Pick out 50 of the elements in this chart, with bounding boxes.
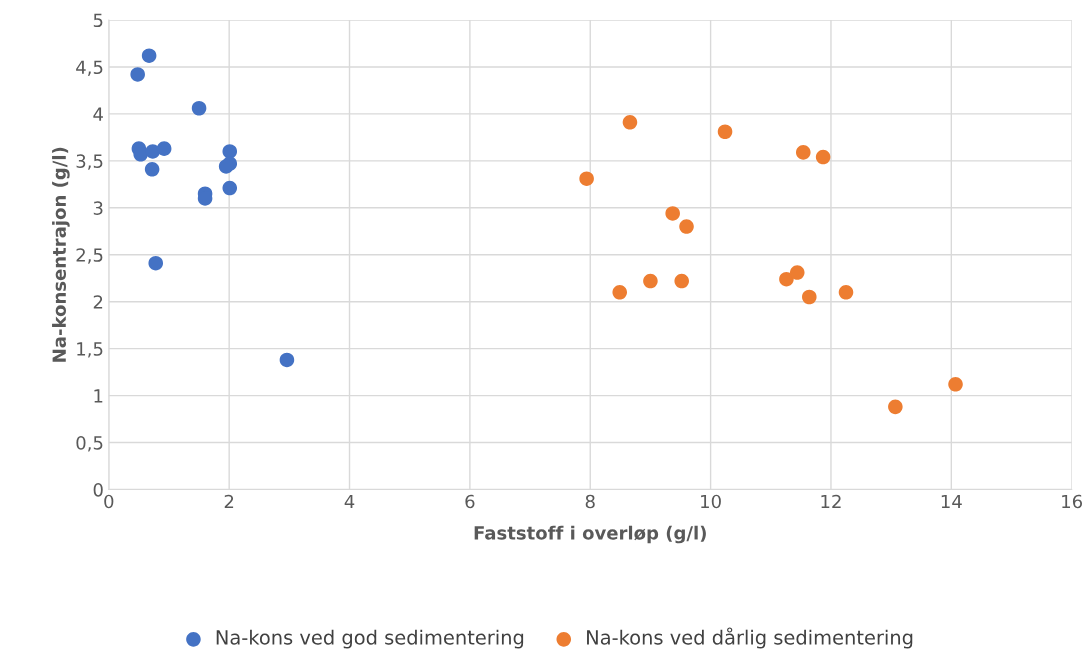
x-tick-label: 8 xyxy=(585,494,595,509)
y-tick-label: 3 xyxy=(93,201,103,215)
y-tick-label: 2,5 xyxy=(76,248,103,264)
y-tick-label: 0 xyxy=(93,482,103,497)
y-tick-label: 1 xyxy=(94,389,103,403)
point xyxy=(156,141,172,156)
point xyxy=(218,159,234,174)
point xyxy=(888,399,903,415)
x-tick-label: 2 xyxy=(224,494,234,509)
y-tick-label: 2 xyxy=(93,295,103,309)
y-tick-label: 4,5 xyxy=(76,60,103,76)
point xyxy=(643,273,658,289)
point xyxy=(222,180,238,196)
point xyxy=(141,48,157,63)
y-tick-label: 3,5 xyxy=(76,154,103,170)
point xyxy=(789,265,805,280)
x-tick-label: 10 xyxy=(701,494,721,509)
legend-label: Na-kons ved dårlig sedimentering xyxy=(587,627,913,649)
point xyxy=(612,285,628,300)
y-tick-label: 4 xyxy=(93,107,103,121)
point xyxy=(679,219,694,234)
point xyxy=(130,67,145,82)
point xyxy=(674,273,689,289)
y-tick-label: 0,5 xyxy=(76,436,103,452)
y-axis-title: Na-konsentrajon (g/l) xyxy=(52,147,70,362)
point xyxy=(665,206,680,221)
point xyxy=(779,271,794,287)
x-tick-label: 16 xyxy=(1062,494,1083,509)
legend-label: Na-kons ved god sedimentering xyxy=(216,629,524,649)
x-tick-label: 6 xyxy=(465,494,475,509)
point xyxy=(191,100,207,116)
point xyxy=(795,145,811,160)
x-axis-title: Faststoff i overløp (g/l) xyxy=(474,525,706,544)
y-tick-label: 1,5 xyxy=(77,342,103,358)
point xyxy=(579,171,594,186)
point xyxy=(144,162,160,177)
point xyxy=(222,144,238,159)
point xyxy=(622,115,638,130)
x-tick-label: 4 xyxy=(344,494,355,509)
point xyxy=(838,285,854,300)
point xyxy=(802,289,817,305)
point xyxy=(815,149,831,165)
point xyxy=(148,255,164,271)
x-tick-label: 0 xyxy=(104,494,114,509)
point xyxy=(717,124,733,140)
x-tick-label: 12 xyxy=(821,494,841,509)
point xyxy=(948,377,963,392)
x-tick-label: 14 xyxy=(941,494,962,509)
y-tick-label: 5 xyxy=(93,13,103,28)
point xyxy=(279,352,295,368)
